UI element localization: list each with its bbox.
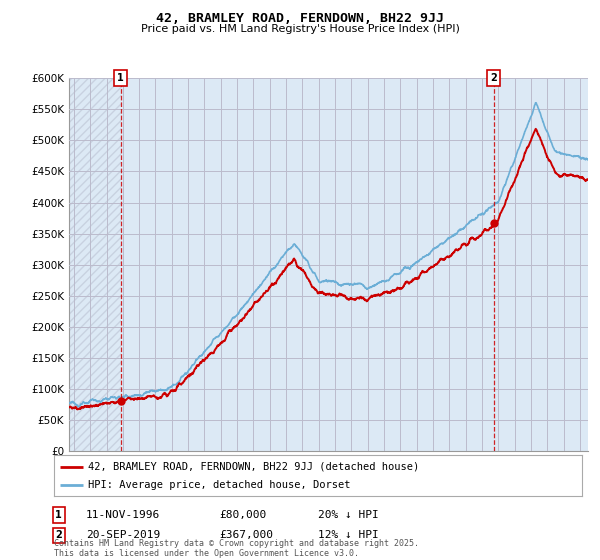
Text: 11-NOV-1996: 11-NOV-1996: [86, 510, 160, 520]
Text: 20% ↓ HPI: 20% ↓ HPI: [318, 510, 379, 520]
Text: £367,000: £367,000: [219, 530, 273, 540]
Text: 42, BRAMLEY ROAD, FERNDOWN, BH22 9JJ (detached house): 42, BRAMLEY ROAD, FERNDOWN, BH22 9JJ (de…: [88, 461, 419, 472]
Text: 20-SEP-2019: 20-SEP-2019: [86, 530, 160, 540]
Text: 12% ↓ HPI: 12% ↓ HPI: [318, 530, 379, 540]
Text: HPI: Average price, detached house, Dorset: HPI: Average price, detached house, Dors…: [88, 480, 351, 490]
Text: 42, BRAMLEY ROAD, FERNDOWN, BH22 9JJ: 42, BRAMLEY ROAD, FERNDOWN, BH22 9JJ: [156, 12, 444, 25]
Text: Contains HM Land Registry data © Crown copyright and database right 2025.
This d: Contains HM Land Registry data © Crown c…: [54, 539, 419, 558]
Text: £80,000: £80,000: [219, 510, 266, 520]
Text: 2: 2: [55, 530, 62, 540]
Text: 1: 1: [55, 510, 62, 520]
Text: 2: 2: [490, 73, 497, 83]
Text: 1: 1: [118, 73, 124, 83]
Text: Price paid vs. HM Land Registry's House Price Index (HPI): Price paid vs. HM Land Registry's House …: [140, 24, 460, 34]
